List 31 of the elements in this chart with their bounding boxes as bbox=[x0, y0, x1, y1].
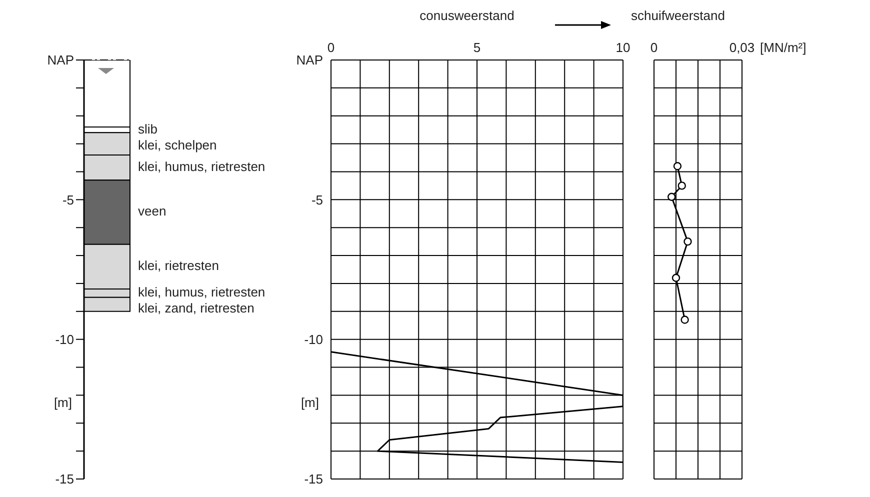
series-label: klei, zand, rietresten bbox=[138, 300, 254, 316]
point bbox=[673, 162, 682, 170]
y-tick-label: -15 bbox=[304, 472, 323, 487]
x-tick-label: 0 bbox=[327, 40, 335, 55]
x-axis-title: schuifweerstand bbox=[631, 8, 725, 23]
x-tick-label: 5 bbox=[473, 40, 481, 55]
y-tick-label: -5 bbox=[62, 192, 74, 208]
text: [MN/m²] bbox=[760, 40, 806, 55]
point bbox=[680, 316, 689, 324]
y-tick-label: NAP bbox=[296, 52, 323, 68]
y-tick-label: -15 bbox=[55, 472, 74, 487]
x-tick-label: 10 bbox=[616, 40, 630, 55]
y-axis-title: [m] bbox=[54, 395, 72, 410]
series-label: slib bbox=[138, 121, 158, 136]
point bbox=[684, 237, 692, 246]
series-label: klei, humus, rietresten bbox=[138, 158, 266, 174]
series-label: klei, humus, rietresten bbox=[138, 284, 266, 300]
series-label: veen bbox=[138, 204, 166, 219]
x-axis-title: conusweerstand bbox=[420, 8, 514, 23]
y-tick-label: -5 bbox=[311, 192, 323, 208]
point bbox=[668, 192, 676, 201]
series-label: klei, rietresten bbox=[138, 258, 219, 274]
series-label: klei, schelpen bbox=[138, 137, 217, 152]
y-tick-label: -10 bbox=[55, 332, 74, 347]
point bbox=[678, 182, 686, 190]
y-tick-label: NAP bbox=[47, 52, 74, 68]
y-tick-label: -10 bbox=[304, 332, 323, 347]
y-axis-title: [m] bbox=[300, 395, 319, 410]
x-tick-label: 0,03 bbox=[729, 40, 755, 55]
x-tick-label: 0 bbox=[650, 40, 658, 55]
point bbox=[672, 274, 680, 282]
